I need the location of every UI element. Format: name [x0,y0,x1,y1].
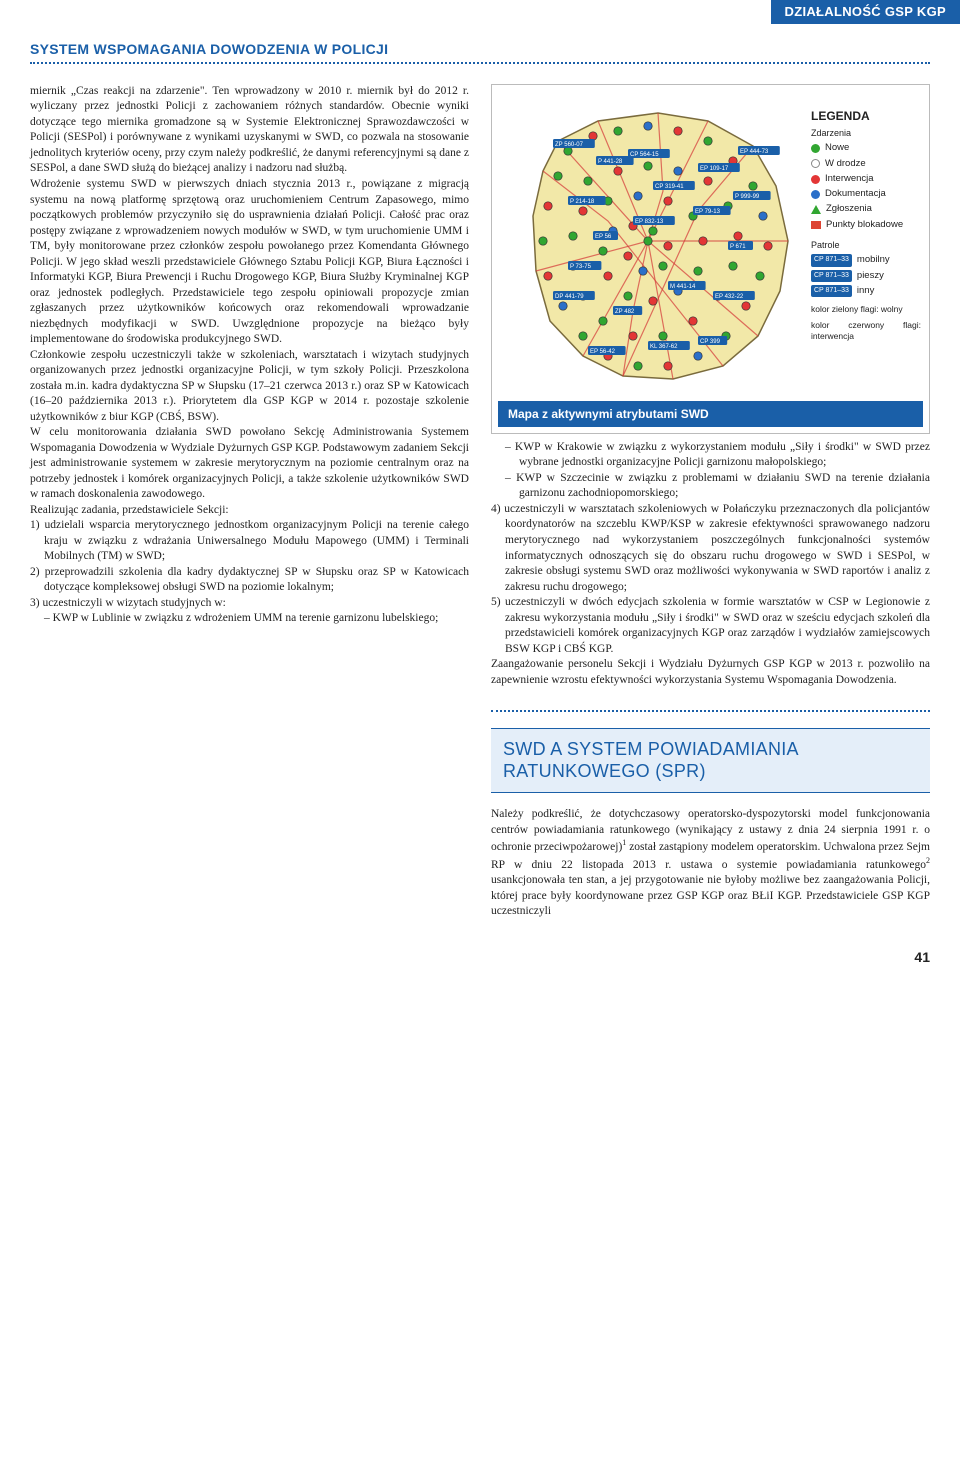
body-text: miernik „Czas reakcji na zdarzenie". Ten… [30,84,469,177]
map-svg: ZP 560-07 P 441-28 P 214-18 CP 564-15 CP 319… [498,91,803,401]
svg-text:M 441-14: M 441-14 [670,284,696,290]
section-heading: SWD A SYSTEM POWIADAMIANIA [503,739,918,761]
separator [491,710,930,712]
list-subitem: – KWP w Szczecinie w związku z problemam… [491,471,930,502]
legend-subheading: Patrole [811,239,921,253]
svg-text:EP 56-42: EP 56-42 [590,349,616,355]
list-item: 2) przeprowadzili szkolenia dla kadry dy… [30,565,469,596]
section-heading-box: SWD A SYSTEM POWIADAMIANIA RATUNKOWEGO (… [491,728,930,793]
legend-row: CP 871–33inny [811,284,921,298]
list-subitem: – KWP w Krakowie w związku z wykorzystan… [491,440,930,471]
two-columns: miernik „Czas reakcji na zdarzenie". Ten… [30,84,930,920]
legend-row: Interwencja [811,172,921,186]
legend-row: Zgłoszenia [811,202,921,216]
list-item: 5) uczestniczyli w dwóch edycjach szkole… [491,595,930,657]
svg-text:ZP 482: ZP 482 [615,309,635,315]
map-legend: LEGENDA Zdarzenia Nowe W drodze Interwen… [811,107,921,341]
svg-text:EP 432-22: EP 432-22 [715,294,744,300]
legend-subheading: Zdarzenia [811,127,921,141]
list-item: 3) uczestniczyli w wizytach studyjnych w… [30,596,469,612]
legend-row: Dokumentacja [811,187,921,201]
list-item: 1) udzielali wsparcia merytorycznego jed… [30,518,469,565]
svg-text:P 999-99: P 999-99 [735,194,760,200]
svg-text:DP 441-79: DP 441-79 [555,294,584,300]
svg-text:ZP 560-07: ZP 560-07 [555,142,584,148]
body-text: Realizując zadania, przedstawiciele Sekc… [30,503,469,519]
page-number: 41 [0,940,960,979]
legend-row: Punkty blokadowe [811,218,921,232]
svg-text:CP 319-41: CP 319-41 [655,184,684,190]
svg-text:P 671: P 671 [730,244,746,250]
svg-text:P 73-75: P 73-75 [570,264,592,270]
svg-text:CP 564-15: CP 564-15 [630,152,659,158]
body-text: Zaangażowanie personelu Sekcji i Wydział… [491,657,930,688]
left-column: miernik „Czas reakcji na zdarzenie". Ten… [30,84,469,920]
svg-text:EP 56: EP 56 [595,234,612,240]
body-text: W celu monitorowania działania SWD powoł… [30,425,469,503]
legend-row: Nowe [811,141,921,155]
legend-row: W drodze [811,157,921,171]
header-bar: DZIAŁALNOŚĆ GSP KGP [0,0,960,22]
header-label: DZIAŁALNOŚĆ GSP KGP [771,0,960,24]
svg-text:P 441-28: P 441-28 [598,159,623,165]
legend-note: kolor czerwony flagi: interwencja [811,320,921,340]
svg-text:CP 399: CP 399 [700,339,721,345]
legend-note: kolor zielony flagi: wolny [811,304,921,314]
map-caption: Mapa z aktywnymi atrybutami SWD [498,401,923,427]
page-content: SYSTEM WSPOMAGANIA DOWODZENIA W POLICJI … [0,40,960,940]
map-figure: ZP 560-07 P 441-28 P 214-18 CP 564-15 CP 319… [491,84,930,434]
right-column: ZP 560-07 P 441-28 P 214-18 CP 564-15 CP 319… [491,84,930,920]
body-text: Należy podkreślić, że dotychczasowy oper… [491,807,930,919]
section-heading: RATUNKOWEGO (SPR) [503,761,918,783]
svg-text:EP 832-13: EP 832-13 [635,219,664,225]
svg-text:P 214-18: P 214-18 [570,199,595,205]
legend-row: CP 871–33pieszy [811,269,921,283]
legend-row: CP 871–33mobilny [811,253,921,267]
list-subitem: – KWP w Lublinie w związku z wdrożeniem … [30,611,469,627]
body-text: Wdrożenie systemu SWD w pierwszych dniac… [30,177,469,348]
svg-text:EP 79-13: EP 79-13 [695,209,721,215]
body-text: Członkowie zespołu uczestniczyli także w… [30,348,469,426]
list-item: 4) uczestniczyli w warsztatach szkolenio… [491,502,930,595]
legend-title: LEGENDA [811,107,921,125]
section-banner: SYSTEM WSPOMAGANIA DOWODZENIA W POLICJI [30,40,930,64]
svg-text:EP 109-17: EP 109-17 [700,166,729,172]
svg-text:EP 444-73: EP 444-73 [740,149,769,155]
svg-text:KL 367-62: KL 367-62 [650,344,678,350]
